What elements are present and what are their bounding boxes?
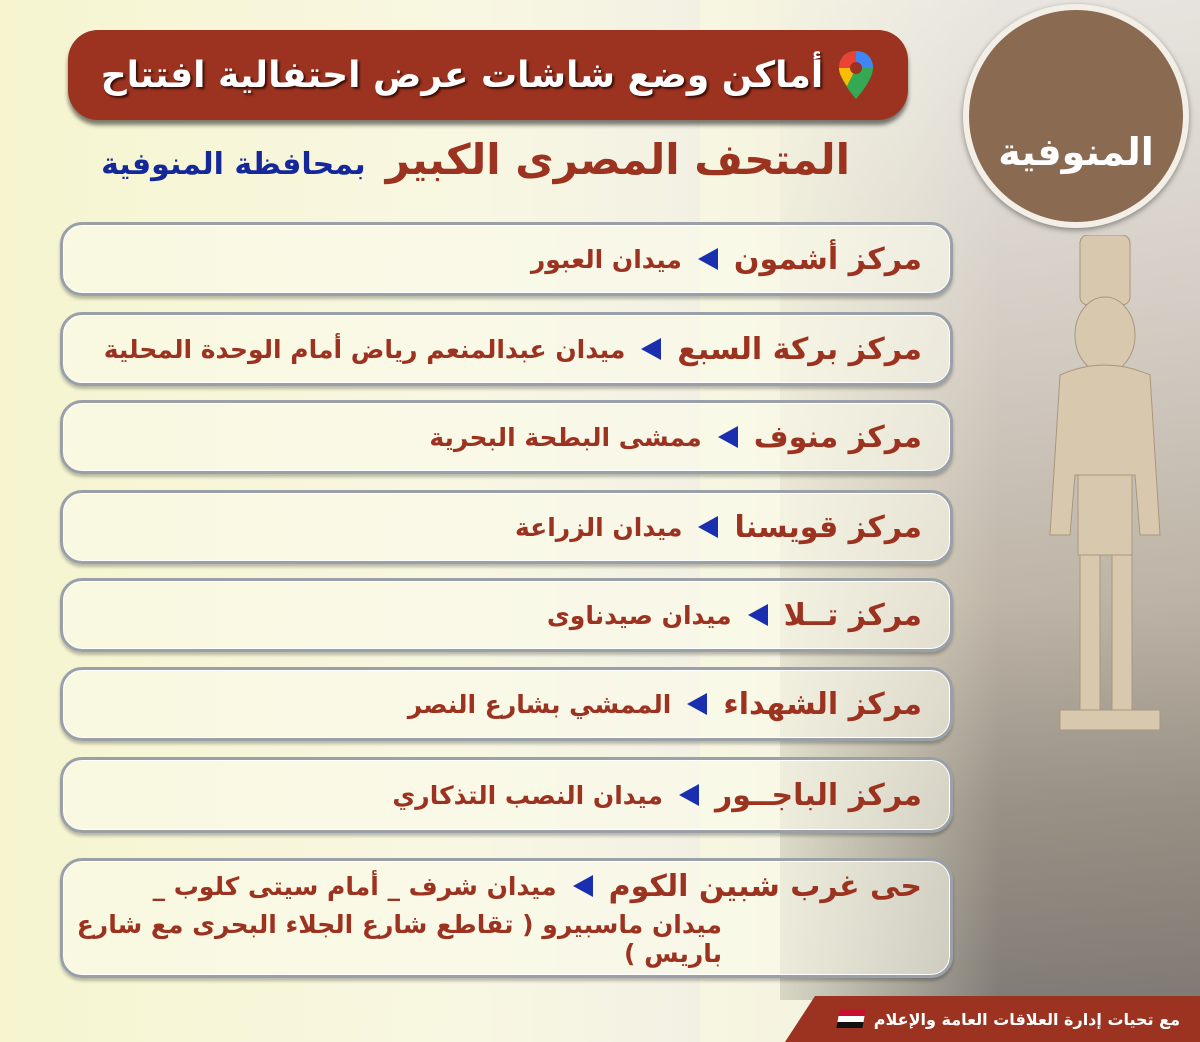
- location-row: مركز الباجــور ميدان النصب التذكاري: [60, 757, 953, 833]
- place-name: ميدان الزراعة: [515, 512, 683, 542]
- center-name: مركز الشهداء: [723, 686, 922, 722]
- footer-banner: مع تحيات إدارة العلاقات العامة والإعلام: [785, 996, 1200, 1042]
- arrow-icon: [697, 248, 718, 270]
- location-row: مركز بركة السبع ميدان عبدالمنعم رياض أمام…: [60, 312, 953, 386]
- location-row: حى غرب شبين الكوم ميدان شرف _ أمام سيتى ك…: [60, 858, 953, 978]
- place-name: ميدان عبدالمنعم رياض أمام الوحدة المحلية: [103, 334, 626, 364]
- place-name-line2: ميدان ماسبيرو ( تقاطع شارع الجلاء البحرى…: [76, 909, 722, 968]
- center-name: مركز منوف: [753, 419, 922, 455]
- subtitle: المتحف المصرى الكبير بمحافظة المنوفية: [90, 135, 850, 184]
- center-name: حى غرب شبين الكوم: [608, 868, 922, 904]
- center-name: مركز الباجــور: [714, 777, 922, 813]
- place-name: ميدان شرف _ أمام سيتى كلوب _: [152, 871, 557, 901]
- egypt-flag-icon: [836, 1010, 866, 1028]
- arrow-icon: [717, 426, 738, 448]
- arrow-icon: [687, 693, 708, 715]
- center-name: مركز قويسنا: [734, 509, 922, 545]
- arrow-icon: [641, 338, 662, 360]
- place-name: ميدان صيدناوى: [546, 600, 732, 630]
- menoufia-logo: المنوفية: [963, 4, 1189, 228]
- center-name: مركز تــلا: [783, 597, 922, 633]
- arrow-icon: [678, 784, 699, 806]
- title-banner: أماكن وضع شاشات عرض احتفالية افتتاح: [68, 30, 908, 120]
- location-row: مركز الشهداء الممشي بشارع النصر: [60, 667, 953, 741]
- page-title: أماكن وضع شاشات عرض احتفالية افتتاح: [100, 54, 824, 96]
- place-name: ميدان العبور: [530, 244, 682, 274]
- statue-image: [1049, 235, 1161, 731]
- subtitle-main: المتحف المصرى الكبير: [385, 135, 850, 184]
- center-name: مركز أشمون: [733, 241, 922, 277]
- subtitle-region: بمحافظة المنوفية: [101, 147, 366, 182]
- footer-text: مع تحيات إدارة العلاقات العامة والإعلام: [873, 1009, 1180, 1029]
- place-name: ممشى البطحة البحرية: [429, 422, 702, 452]
- arrow-icon: [572, 875, 593, 897]
- location-row: مركز أشمون ميدان العبور: [60, 222, 953, 296]
- center-name: مركز بركة السبع: [677, 331, 922, 367]
- place-name: ميدان النصب التذكاري: [392, 780, 663, 810]
- location-row: مركز منوف ممشى البطحة البحرية: [60, 400, 953, 474]
- arrow-icon: [747, 604, 768, 626]
- place-name: الممشي بشارع النصر: [407, 689, 672, 719]
- logo-text: المنوفية: [998, 130, 1154, 174]
- map-pin-icon: [839, 51, 874, 99]
- location-row: مركز قويسنا ميدان الزراعة: [60, 490, 953, 564]
- arrow-icon: [698, 516, 719, 538]
- location-row: مركز تــلا ميدان صيدناوى: [60, 578, 953, 652]
